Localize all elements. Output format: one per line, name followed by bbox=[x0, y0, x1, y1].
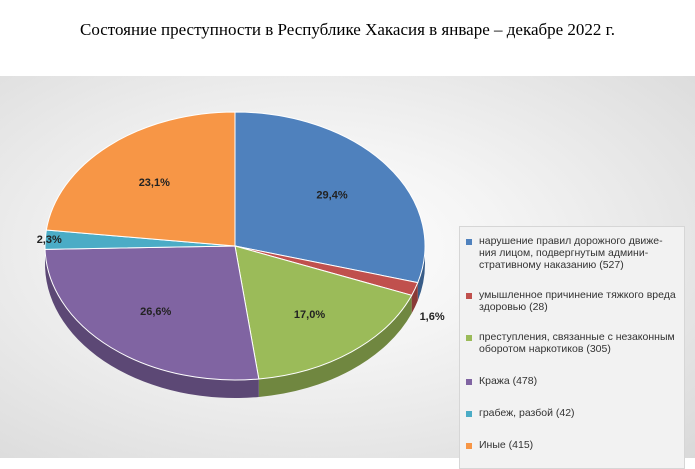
slice-label-4: 2,3% bbox=[37, 234, 62, 246]
legend-label-4: грабеж, разбой (42) bbox=[479, 407, 679, 419]
legend-swatch-1 bbox=[466, 293, 472, 299]
slice-label-5: 23,1% bbox=[139, 177, 170, 189]
legend-label-1: умышленное причинение тяжкого вреда здор… bbox=[479, 289, 679, 313]
slice-label-1: 1,6% bbox=[420, 311, 445, 323]
slice-label-0: 29,4% bbox=[316, 189, 347, 201]
legend: нарушение правил дорожного движе-ния лиц… bbox=[459, 226, 685, 469]
legend-swatch-3 bbox=[466, 379, 472, 385]
legend-swatch-5 bbox=[466, 443, 472, 449]
chart-title: Состояние преступности в Республике Хака… bbox=[0, 20, 695, 40]
legend-label-2: преступления, связанные с незаконным обо… bbox=[479, 331, 679, 355]
legend-label-0: нарушение правил дорожного движе-ния лиц… bbox=[479, 235, 679, 271]
legend-swatch-0 bbox=[466, 239, 472, 245]
legend-label-5: Иные (415) bbox=[479, 439, 679, 451]
chart-area: 29,4% 1,6% 17,0% 26,6% 2,3% 23,1% нарушение п… bbox=[0, 76, 695, 458]
slice-label-3: 26,6% bbox=[140, 306, 171, 318]
legend-label-3: Кража (478) bbox=[479, 375, 679, 387]
slice-label-2: 17,0% bbox=[294, 309, 325, 321]
legend-swatch-4 bbox=[466, 411, 472, 417]
legend-swatch-2 bbox=[466, 335, 472, 341]
